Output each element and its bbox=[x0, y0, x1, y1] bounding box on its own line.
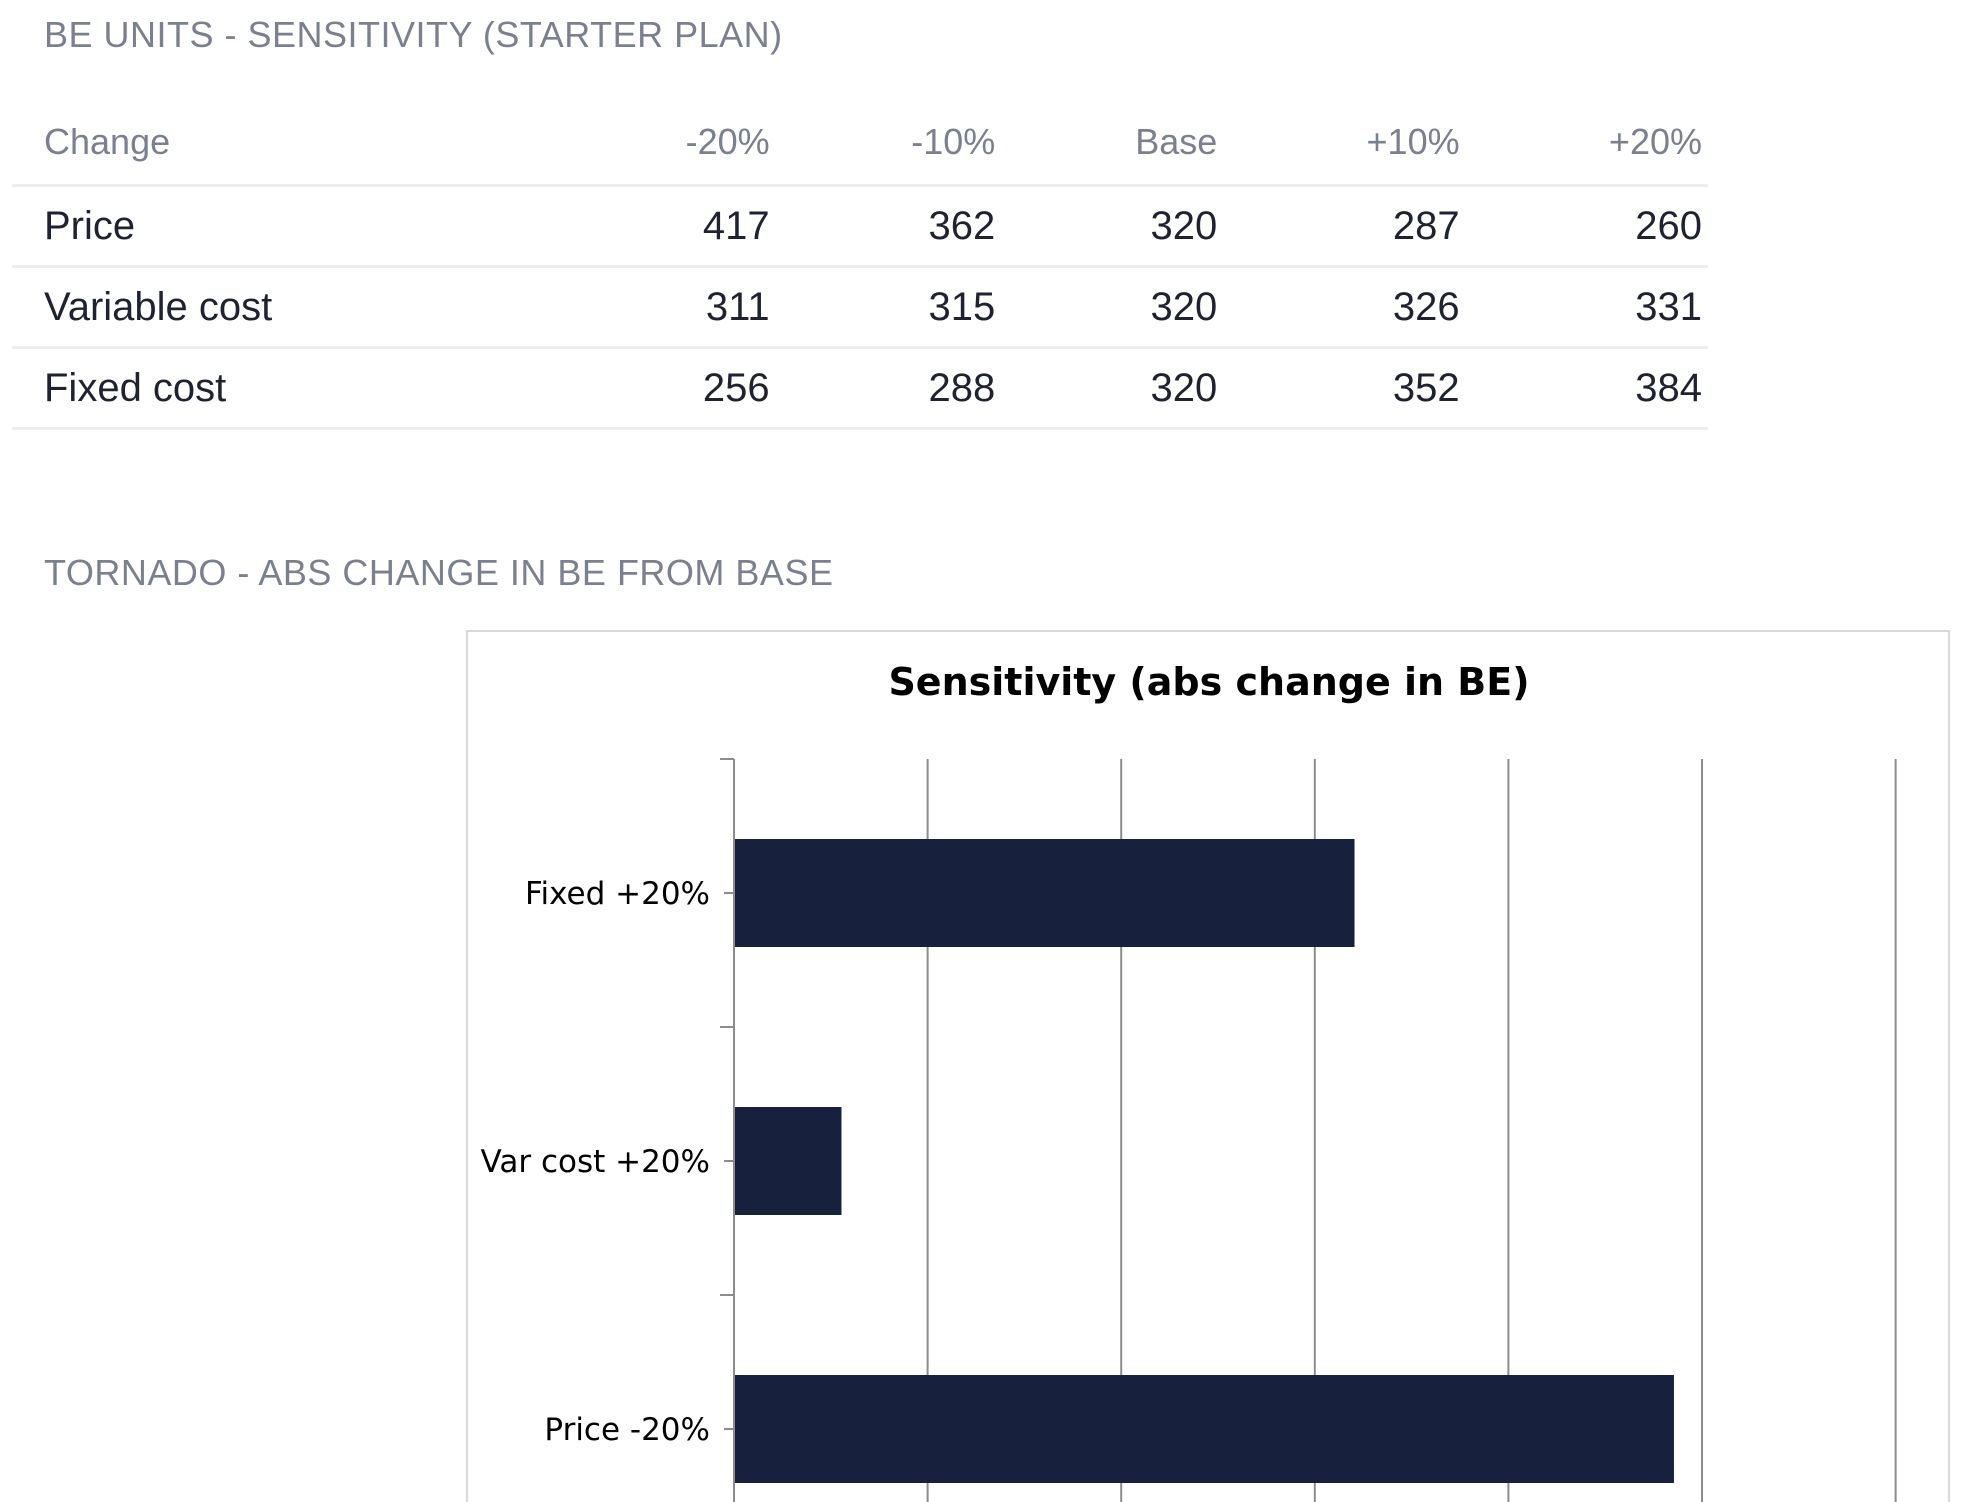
category-label: Fixed +20% bbox=[525, 876, 710, 912]
row-label: Price bbox=[12, 185, 550, 268]
table-cell: 288 bbox=[775, 347, 1002, 430]
table-cell: 311 bbox=[550, 266, 776, 349]
row-label: Fixed cost bbox=[12, 347, 550, 430]
table-cell: 331 bbox=[1465, 266, 1708, 349]
bar bbox=[735, 1375, 1674, 1483]
table-cell: 315 bbox=[775, 266, 1002, 349]
category-label: Var cost +20% bbox=[481, 1144, 710, 1180]
table-cell: 320 bbox=[1001, 347, 1224, 430]
table-row: Price 417 362 320 287 260 bbox=[12, 185, 1708, 268]
column-header-base: Base bbox=[1001, 100, 1224, 187]
sensitivity-section-title: BE UNITS - SENSITIVITY (STARTER PLAN) bbox=[44, 14, 783, 55]
tornado-chart: Sensitivity (abs change in BE) Fixed +20%… bbox=[481, 660, 1897, 1502]
tornado-chart-area: Sensitivity (abs change in BE) Fixed +20%… bbox=[466, 630, 1950, 1502]
row-label: Variable cost bbox=[12, 266, 550, 349]
column-header-minus10: -10% bbox=[775, 100, 1002, 187]
table-cell: 256 bbox=[550, 347, 776, 430]
chart-title: Sensitivity (abs change in BE) bbox=[888, 660, 1529, 704]
table-cell: 384 bbox=[1465, 347, 1708, 430]
column-header-plus20: +20% bbox=[1465, 100, 1708, 187]
tornado-section-title: TORNADO - ABS CHANGE IN BE FROM BASE bbox=[44, 552, 834, 593]
table-cell: 417 bbox=[550, 185, 776, 268]
column-header-change: Change bbox=[12, 100, 550, 187]
table-row: Fixed cost 256 288 320 352 384 bbox=[12, 347, 1708, 430]
column-header-minus20: -20% bbox=[550, 100, 776, 187]
table-cell: 320 bbox=[1001, 266, 1224, 349]
table-header-row: Change -20% -10% Base +10% +20% bbox=[12, 100, 1708, 187]
table-cell: 352 bbox=[1223, 347, 1466, 430]
table-cell: 287 bbox=[1223, 185, 1466, 268]
sensitivity-table: Change -20% -10% Base +10% +20% Price 41… bbox=[12, 100, 1708, 430]
table-row: Variable cost 311 315 320 326 331 bbox=[12, 266, 1708, 349]
table-cell: 260 bbox=[1465, 185, 1708, 268]
category-label: Price -20% bbox=[544, 1412, 710, 1448]
column-header-plus10: +10% bbox=[1223, 100, 1466, 187]
table-cell: 362 bbox=[775, 185, 1002, 268]
bar bbox=[735, 1107, 842, 1215]
bar bbox=[735, 839, 1355, 947]
table-cell: 320 bbox=[1001, 185, 1224, 268]
table-cell: 326 bbox=[1223, 266, 1466, 349]
